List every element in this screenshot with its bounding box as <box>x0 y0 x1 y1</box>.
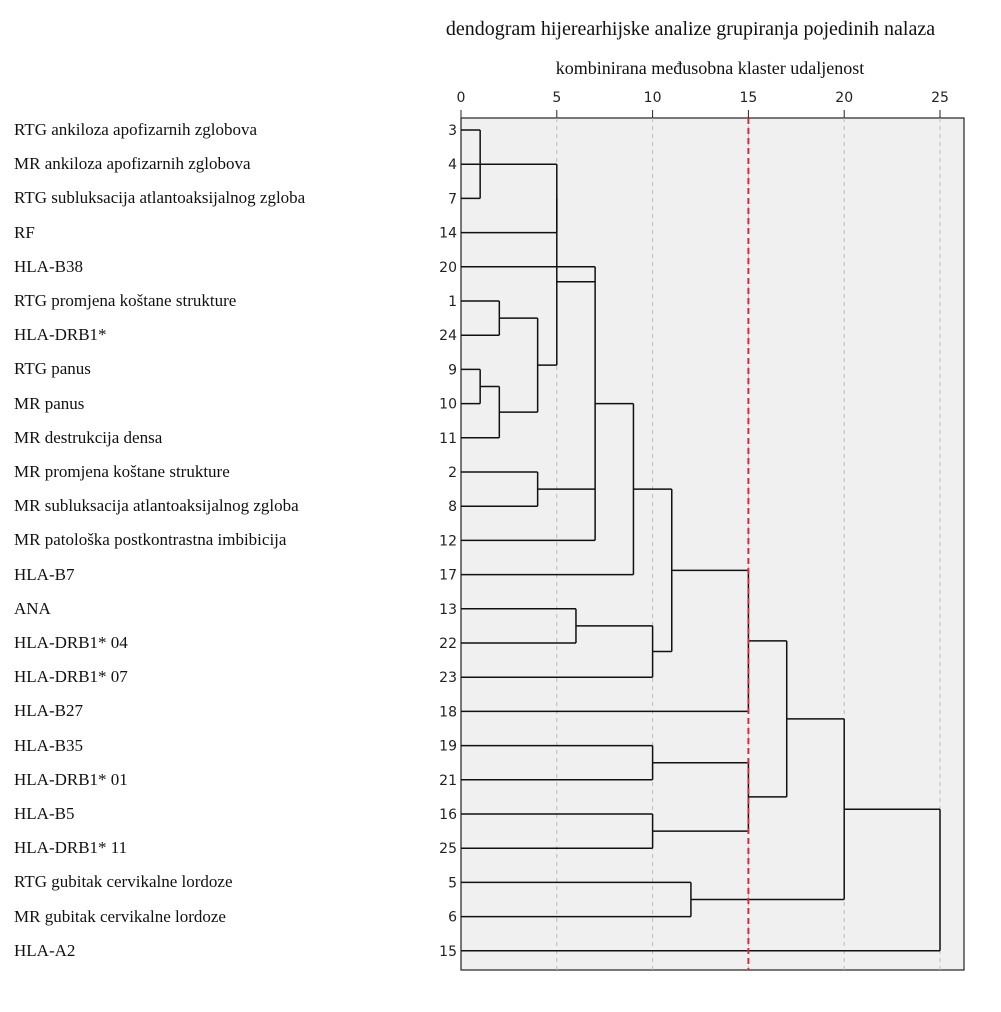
chart-title: dendogram hijerearhijske analize grupira… <box>445 18 936 40</box>
leaf-id: 21 <box>439 773 457 789</box>
leaf-label: HLA-DRB1* 07 <box>14 667 128 687</box>
leaf-label: RTG ankiloza apofizarnih zglobova <box>14 120 258 139</box>
x-tick-label: 25 <box>931 90 949 106</box>
leaf-id: 4 <box>448 157 457 173</box>
leaf-label: MR gubitak cervikalne lordoze <box>14 906 226 926</box>
leaf-label: MR ankiloza apofizarnih zglobova <box>14 154 251 174</box>
leaf-label: MR panus <box>14 393 85 413</box>
x-tick-label: 0 <box>457 90 466 106</box>
leaf-label: MR subluksacija atlantoaksijalnog zgloba <box>14 496 299 516</box>
axis-title: kombinirana međusobna klaster udaljenost <box>555 58 865 78</box>
leaf-id: 25 <box>439 841 457 857</box>
leaf-label: HLA-A2 <box>14 940 76 960</box>
leaf-label: HLA-B35 <box>14 735 83 755</box>
leaf-label-column: RTG ankiloza apofizarnih zglobova MR anki… <box>0 0 400 1012</box>
leaf-label: MR promjena koštane strukture <box>14 462 230 481</box>
leaf-id: 10 <box>439 397 457 413</box>
leaf-label: RTG promjena koštane strukture <box>14 291 237 310</box>
leaf-id: 7 <box>448 191 457 207</box>
leaf-id: 18 <box>439 704 457 720</box>
leaf-id: 23 <box>439 670 457 686</box>
leaf-label: RTG subluksacija atlantoaksijalnog zglob… <box>14 188 306 208</box>
leaf-label: HLA-DRB1* 01 <box>14 769 128 789</box>
leaf-id: 19 <box>439 739 457 755</box>
leaf-label: RTG panus <box>14 359 91 379</box>
leaf-id: 3 <box>448 123 457 139</box>
leaf-id: 1 <box>448 294 457 310</box>
leaf-label: HLA-B7 <box>14 564 75 584</box>
x-tick-label: 5 <box>552 90 561 106</box>
leaf-id: 24 <box>439 328 457 344</box>
x-tick-label: 10 <box>644 90 662 106</box>
leaf-label: MR destrukcija densa <box>14 427 163 447</box>
leaf-id: 9 <box>448 362 457 378</box>
leaf-id: 6 <box>448 910 457 926</box>
leaf-label: RTG gubitak cervikalne lordoze <box>14 872 233 892</box>
leaf-label: HLA-B38 <box>14 256 83 276</box>
leaf-id: 15 <box>439 944 457 960</box>
x-tick-label: 15 <box>739 90 757 106</box>
leaf-id: 17 <box>439 568 457 584</box>
leaf-id: 8 <box>448 499 457 515</box>
plot-area <box>460 117 965 971</box>
x-tick-label: 20 <box>835 90 853 106</box>
leaf-label: HLA-DRB1* 11 <box>14 838 128 858</box>
leaf-id: 5 <box>448 875 457 891</box>
leaf-id: 11 <box>439 431 457 447</box>
leaf-label: HLA-B27 <box>14 701 83 721</box>
leaf-id: 16 <box>439 807 457 823</box>
leaf-label: ANA <box>14 598 51 618</box>
leaf-id: 2 <box>448 465 457 481</box>
leaf-id: 14 <box>439 226 457 242</box>
leaf-label: HLA-DRB1* 04 <box>14 633 128 652</box>
leaf-id: 22 <box>439 636 457 652</box>
leaf-id: 20 <box>439 260 457 276</box>
leaf-label: HLA-B5 <box>14 804 75 823</box>
leaf-label: MR patološka postkontrastna imbibicija <box>14 530 287 550</box>
leaf-label: RF <box>14 222 35 242</box>
leaf-id: 13 <box>439 602 457 618</box>
leaf-id: 12 <box>439 533 457 549</box>
leaf-label: HLA-DRB1* <box>14 325 107 345</box>
